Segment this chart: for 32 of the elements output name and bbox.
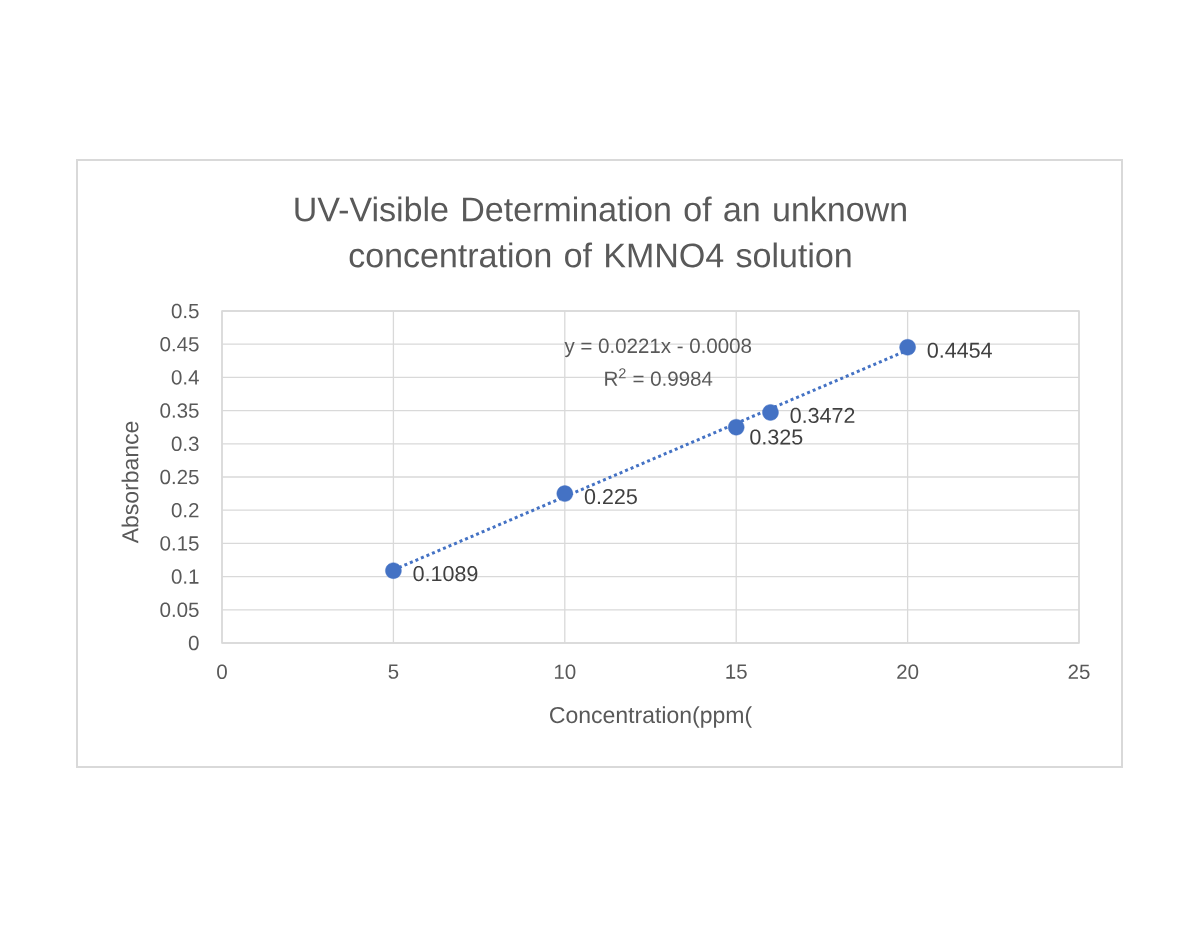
- point: [762, 404, 779, 421]
- x-tick-label: 15: [726, 664, 747, 679]
- data-label: 0.325: [750, 429, 803, 445]
- data-label: 0.1089: [413, 566, 478, 582]
- chart-title: UV-Visible Determination of an unknown concentration of KMNO4 solution: [295, 196, 906, 268]
- y-tick-label: 0.2: [171, 502, 199, 518]
- point: [899, 339, 916, 356]
- y-tick-label: 0.5: [171, 303, 199, 319]
- data-label: 0.3472: [790, 407, 855, 424]
- y-tick-label: 0.45: [160, 336, 199, 352]
- point: [556, 485, 573, 502]
- x-tick-label: 5: [388, 664, 399, 679]
- x-tick-label: 25: [1068, 664, 1090, 680]
- y-axis-title: Absorbance: [121, 421, 139, 544]
- data-label: 0.225: [584, 488, 637, 505]
- y-tick-label: 0.4: [171, 370, 199, 385]
- x-tick-label: 20: [897, 664, 919, 680]
- point: [728, 419, 745, 436]
- x-tick-label: 0: [217, 664, 227, 680]
- annotation: y = 0.0221x - 0.0008: [564, 338, 752, 358]
- data-label: 0.4454: [927, 342, 992, 358]
- annotation: R$^{2}$ = 0.9984: [605, 368, 713, 386]
- y-tick-label: 0.15: [160, 536, 199, 551]
- point: [385, 562, 402, 579]
- y-tick-label: 0.05: [160, 602, 199, 618]
- x-tick-label: 10: [554, 664, 576, 680]
- y-tick-label: 0.1: [171, 569, 199, 584]
- x-axis-title: Concentration(ppm(: [550, 706, 752, 728]
- y-tick-label: 0: [188, 635, 199, 651]
- y-tick-label: 0.3: [171, 436, 199, 452]
- y-tick-label: 0.25: [160, 469, 199, 485]
- y-tick-label: 0.35: [160, 403, 199, 418]
